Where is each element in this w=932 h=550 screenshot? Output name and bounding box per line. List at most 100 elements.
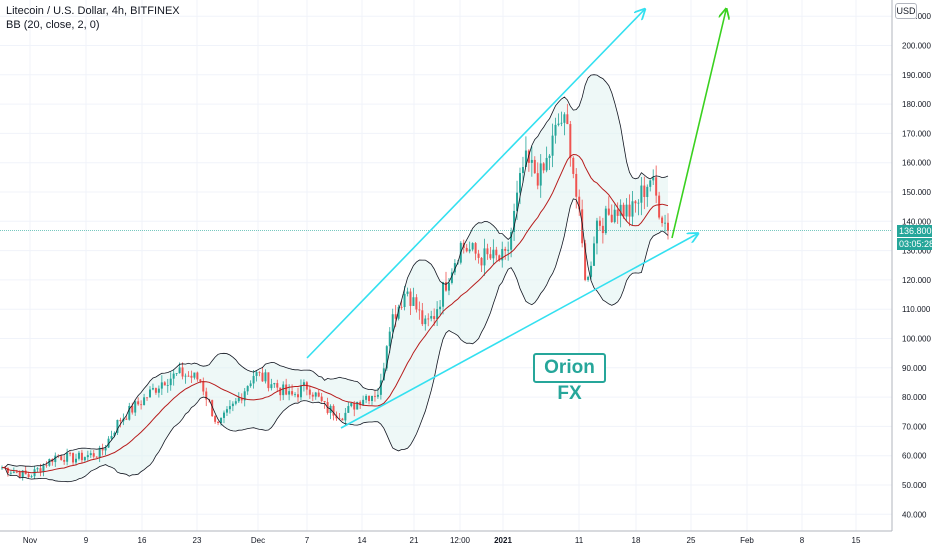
candle-body xyxy=(450,272,453,283)
y-tick-label: 90.000 xyxy=(902,364,927,373)
candle-body xyxy=(276,383,279,388)
candle-body xyxy=(231,403,234,407)
candle-body xyxy=(157,388,160,393)
candle-body xyxy=(187,375,190,377)
x-tick-label: 21 xyxy=(410,536,419,545)
countdown-tag: 03:05:28 xyxy=(897,238,932,250)
candle-body xyxy=(560,122,563,124)
indicator-label[interactable]: BB (20, close, 2, 0) xyxy=(6,19,100,31)
candle-body xyxy=(436,309,439,320)
candle-body xyxy=(172,373,175,379)
candle-body xyxy=(60,456,63,460)
candle-body xyxy=(539,163,542,186)
candle-body xyxy=(154,388,157,393)
candle-body xyxy=(477,253,480,258)
candle-body xyxy=(640,185,643,203)
candle-body xyxy=(649,180,652,187)
candle-body xyxy=(530,159,533,163)
candle-body xyxy=(524,150,527,168)
candle-body xyxy=(533,159,536,174)
candle-body xyxy=(211,400,214,417)
candle-body xyxy=(489,254,492,259)
candle-body xyxy=(205,391,208,400)
candle-body xyxy=(486,248,489,255)
candle-body xyxy=(234,401,237,404)
y-tick-label: 160.000 xyxy=(902,159,931,168)
candle-body xyxy=(86,455,89,458)
candle-body xyxy=(388,331,391,347)
candle-body xyxy=(116,419,119,433)
candle-body xyxy=(75,458,77,463)
candle-body xyxy=(125,418,128,420)
bollinger-bands xyxy=(0,74,892,483)
candle-body xyxy=(83,457,86,461)
candle-body xyxy=(24,470,27,475)
candle-body xyxy=(590,265,593,277)
candle-body xyxy=(498,255,501,261)
y-tick-label: 50.000 xyxy=(902,481,927,490)
candle-body xyxy=(542,163,545,171)
candle-body xyxy=(95,456,98,458)
candle-body xyxy=(178,367,181,374)
candle-body xyxy=(317,392,320,397)
candle-body xyxy=(249,383,252,387)
candle-body xyxy=(243,391,246,401)
channel-upper-line xyxy=(306,10,644,359)
y-tick-label: 140.000 xyxy=(902,217,931,226)
candle-body xyxy=(598,220,601,226)
candle-body xyxy=(261,372,264,382)
candle-body xyxy=(335,415,338,419)
y-tick-label: 180.000 xyxy=(902,100,931,109)
candle-body xyxy=(362,399,365,406)
x-tick-label: Feb xyxy=(740,536,754,545)
channel-lower-line xyxy=(340,234,697,429)
candle-body xyxy=(308,389,311,395)
candle-body xyxy=(604,208,607,234)
candle-body xyxy=(667,222,669,231)
candle-body xyxy=(471,243,474,250)
x-tick-label: 15 xyxy=(852,536,861,545)
candle-body xyxy=(21,470,24,478)
symbol-title[interactable]: Litecoin / U.S. Dollar, 4h, BITFINEX xyxy=(6,5,180,17)
candle-body xyxy=(223,412,225,418)
candle-body xyxy=(610,214,613,223)
candle-body xyxy=(406,291,409,294)
y-tick-label: 170.000 xyxy=(902,129,931,138)
candle-body xyxy=(30,476,33,478)
candle-body xyxy=(18,472,21,478)
candle-body xyxy=(421,310,424,325)
candles xyxy=(1,103,669,481)
candle-body xyxy=(643,185,646,197)
candle-body xyxy=(661,217,664,224)
candle-body xyxy=(258,372,261,373)
x-tick-label: 23 xyxy=(193,536,202,545)
candle-body xyxy=(110,435,113,439)
candle-body xyxy=(584,243,587,280)
chart-grid xyxy=(0,0,892,531)
candle-body xyxy=(143,397,146,405)
candle-body xyxy=(214,416,217,422)
candle-body xyxy=(140,404,143,406)
candle-body xyxy=(613,209,616,223)
x-tick-label: Dec xyxy=(251,536,265,545)
currency-button[interactable]: USD xyxy=(895,3,917,19)
candle-body xyxy=(433,316,436,320)
candle-body xyxy=(225,409,228,413)
candle-body xyxy=(412,297,415,306)
candle-body xyxy=(551,135,554,156)
candle-body xyxy=(45,465,48,467)
candle-body xyxy=(104,447,107,451)
candle-body xyxy=(365,395,368,400)
candle-body xyxy=(545,157,548,171)
candle-body xyxy=(77,452,80,459)
candle-body xyxy=(137,401,140,405)
y-tick-label: 40.000 xyxy=(902,510,927,519)
candle-body xyxy=(548,155,551,158)
candle-body xyxy=(264,372,267,382)
candle-body xyxy=(468,249,471,252)
last-price-tag: 136.800 xyxy=(897,225,932,237)
candle-body xyxy=(80,452,83,461)
candle-body xyxy=(409,291,412,306)
candle-body xyxy=(134,401,137,413)
